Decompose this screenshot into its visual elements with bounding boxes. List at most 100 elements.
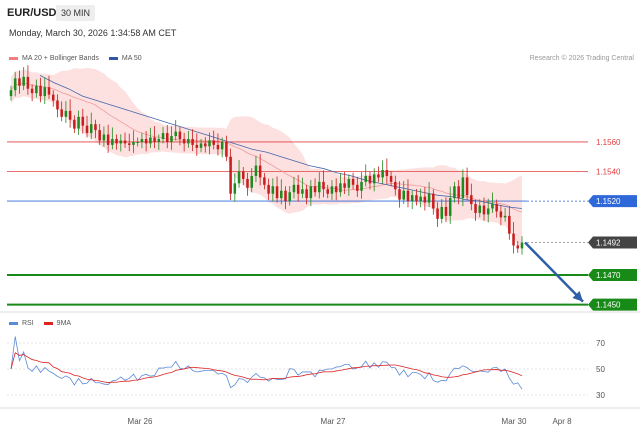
candle-down: [115, 138, 118, 144]
candle-down: [153, 137, 156, 142]
candle-up: [250, 175, 253, 188]
moving-averages: [10, 75, 523, 213]
candle-down: [258, 165, 262, 178]
candle-down: [94, 124, 97, 131]
bollinger-legend-label: MA 20 + Bollinger Bands: [22, 55, 99, 62]
candle-up: [402, 190, 406, 200]
candle-down: [470, 195, 473, 205]
candle-down: [212, 140, 215, 145]
candle-up: [292, 184, 296, 193]
candle-down: [47, 87, 51, 95]
chart-header: EUR/USD 30 MIN: [0, 0, 640, 26]
candle-down: [267, 184, 270, 194]
support-label-box: [588, 298, 637, 311]
candle-down: [178, 131, 182, 139]
candle-up: [347, 178, 351, 188]
candle-up: [140, 138, 144, 142]
last-price-label: 1.1492: [596, 238, 621, 247]
candle-down: [275, 186, 279, 199]
rsi-pane: 70 50 30: [7, 336, 605, 400]
ma50-legend-swatch: [108, 57, 118, 60]
candle-up: [174, 131, 177, 137]
candle-down: [127, 143, 131, 145]
bollinger-band-area: [11, 67, 522, 249]
candle-down: [495, 204, 498, 212]
candle-down: [195, 144, 199, 148]
candle-down: [123, 140, 127, 144]
candle-down: [343, 183, 346, 188]
candle-up: [9, 90, 13, 97]
rsi-legend: RSI 9MA: [9, 320, 81, 327]
candle-down: [106, 134, 110, 145]
candle-up: [478, 205, 482, 213]
candle-down: [229, 156, 232, 194]
candle-up: [503, 215, 507, 218]
candle-down: [191, 138, 194, 145]
candle-up: [43, 87, 47, 97]
candle-down: [377, 174, 380, 178]
candle-down: [60, 109, 63, 117]
candle-down: [385, 170, 389, 176]
candle-up: [77, 116, 80, 129]
candle-down: [246, 178, 249, 188]
timestamp-text: Monday, March 30, 2026 1:34:58 AM CET: [9, 28, 177, 38]
candle-down: [394, 181, 397, 190]
candle-down: [457, 186, 460, 199]
candle-down: [465, 177, 469, 196]
rsi-legend-swatch: [9, 322, 18, 325]
candle-up: [64, 110, 68, 117]
candle-up: [440, 207, 444, 219]
candle-up: [220, 141, 224, 150]
candle-up: [254, 165, 258, 176]
candle-up: [364, 175, 368, 182]
candle-down: [432, 193, 435, 209]
candle-up: [372, 174, 376, 184]
candle-down: [263, 177, 266, 185]
ma50-line: [39, 75, 523, 209]
candles: [9, 65, 524, 255]
candle-down: [398, 189, 401, 200]
forecast-arrow: [524, 241, 584, 303]
candle-down: [284, 190, 287, 202]
support-label-box: [588, 269, 637, 282]
candle-down: [356, 184, 359, 191]
candle-down: [482, 205, 486, 215]
candle-down: [389, 175, 393, 182]
candle-up: [280, 190, 283, 199]
symbol-label: EUR/USD: [7, 7, 57, 19]
candle-down: [68, 110, 72, 120]
candle-down: [296, 184, 300, 194]
candle-down: [334, 186, 338, 193]
candle-up: [149, 137, 152, 144]
candle-up: [330, 186, 334, 194]
last-label-box: [588, 236, 637, 249]
candle-down: [406, 190, 410, 202]
candle-down: [30, 88, 34, 94]
candle-up: [13, 78, 17, 91]
candle-up: [360, 181, 363, 191]
candle-down: [81, 116, 85, 126]
bollinger-legend-swatch: [9, 57, 18, 60]
timeframe-button[interactable]: 30 MIN: [56, 5, 96, 21]
candle-down: [508, 215, 511, 234]
price-levels: [7, 141, 588, 306]
candle-up: [157, 138, 161, 142]
candle-up: [301, 189, 304, 194]
candle-down: [242, 171, 245, 179]
candle-down: [39, 85, 42, 97]
candle-up: [318, 181, 321, 193]
candle-down: [326, 189, 330, 194]
candle-down: [415, 195, 418, 202]
candle-down: [225, 141, 228, 157]
candle-down: [516, 245, 520, 249]
candle-down: [165, 133, 169, 142]
credit-text: Research © 2026 Trading Central: [529, 55, 634, 62]
candle-down: [474, 204, 477, 213]
candle-up: [208, 140, 211, 147]
x-tick-label: Mar 27: [321, 417, 346, 426]
arrow-head: [572, 290, 583, 302]
candle-up: [453, 186, 456, 199]
rsi-ma-legend-label: 9MA: [56, 320, 72, 327]
candle-down: [322, 181, 325, 190]
